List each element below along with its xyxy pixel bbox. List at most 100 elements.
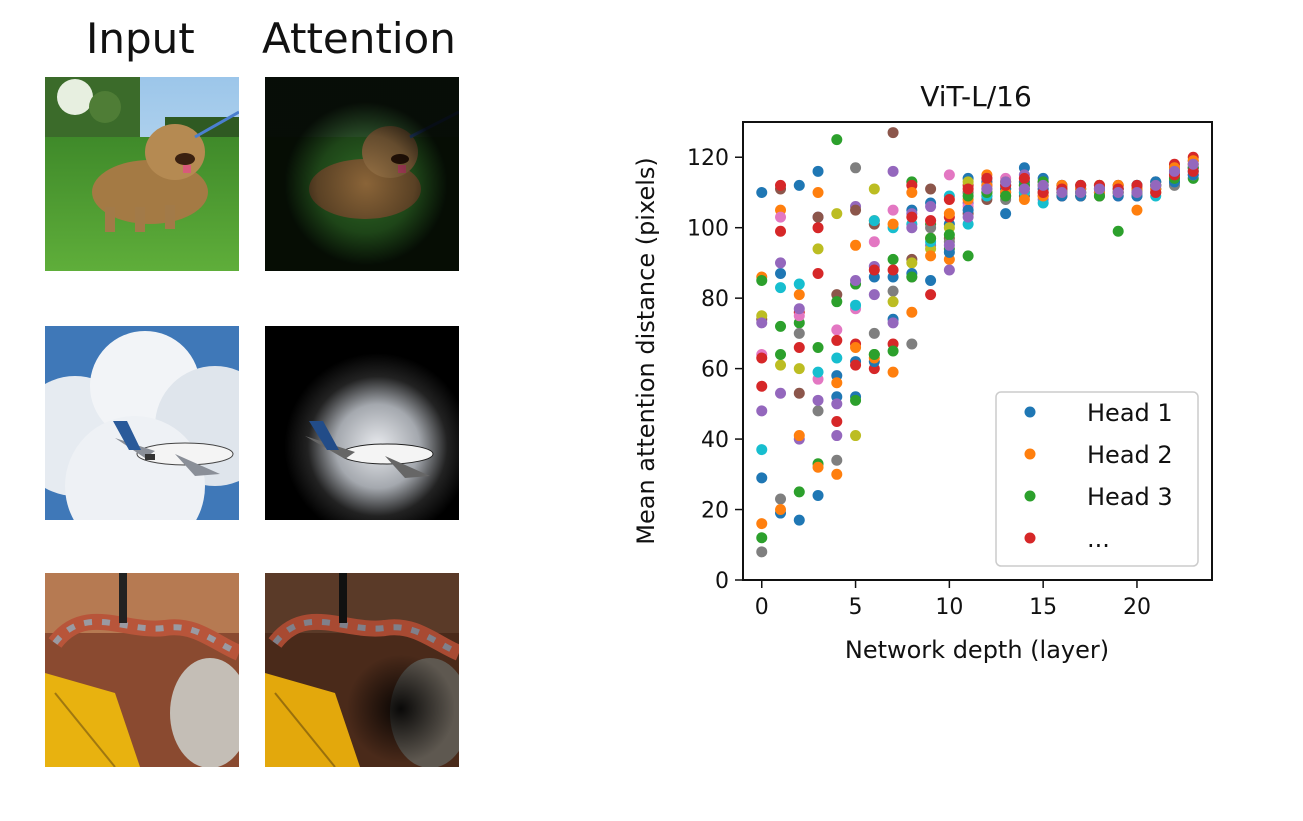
data-point — [850, 341, 862, 353]
data-point — [906, 211, 918, 223]
data-point — [943, 169, 955, 181]
data-point — [812, 165, 824, 177]
data-point — [831, 430, 843, 442]
data-point — [831, 134, 843, 146]
data-point — [925, 183, 937, 195]
data-point — [1037, 179, 1049, 191]
data-point — [1168, 165, 1180, 177]
data-point — [962, 250, 974, 262]
data-point — [831, 415, 843, 427]
data-point — [775, 267, 787, 279]
data-point — [925, 201, 937, 213]
data-point — [793, 514, 805, 526]
data-point — [793, 430, 805, 442]
data-point — [906, 306, 918, 318]
data-point — [887, 317, 899, 329]
data-point — [775, 349, 787, 361]
data-point — [1056, 186, 1068, 198]
data-point — [812, 341, 824, 353]
input-image-snake — [45, 573, 239, 767]
data-point — [793, 341, 805, 353]
data-point — [1112, 225, 1124, 237]
data-point — [943, 264, 955, 276]
legend-label: Head 2 — [1087, 441, 1173, 469]
data-point — [756, 472, 768, 484]
data-point — [756, 352, 768, 364]
data-point — [868, 289, 880, 301]
data-point — [793, 363, 805, 375]
data-point — [887, 204, 899, 216]
data-point — [831, 468, 843, 480]
data-point — [887, 296, 899, 308]
data-point — [775, 320, 787, 332]
data-point — [793, 303, 805, 315]
data-point — [1000, 190, 1012, 202]
attention-image-snake — [265, 573, 459, 767]
attention-column-title: Attention — [262, 14, 456, 63]
legend: Head 1 Head 2 Head 3... — [995, 391, 1199, 567]
data-point — [831, 324, 843, 336]
data-point — [868, 236, 880, 248]
data-point — [775, 282, 787, 294]
data-point — [831, 334, 843, 346]
data-point — [850, 204, 862, 216]
input-image-airplane — [45, 326, 239, 520]
data-point — [925, 289, 937, 301]
data-point — [981, 172, 993, 184]
x-tick-label: 20 — [1123, 595, 1151, 620]
legend-marker — [1024, 448, 1036, 460]
x-tick-label: 0 — [755, 595, 769, 620]
data-point — [887, 165, 899, 177]
data-point — [887, 253, 899, 265]
data-point — [1187, 158, 1199, 170]
data-point — [812, 489, 824, 501]
data-point — [943, 239, 955, 251]
scatter-chart: ViT-L/16 0 20 40 60 80 100 120 0 5 10 15 20 Networ… — [632, 80, 1213, 664]
data-point — [1150, 179, 1162, 191]
input-image-dog — [45, 77, 239, 271]
data-point — [1018, 194, 1030, 206]
data-point — [756, 186, 768, 198]
data-point — [850, 275, 862, 287]
data-point — [812, 243, 824, 255]
data-point — [943, 194, 955, 206]
data-point — [925, 232, 937, 244]
data-point — [850, 394, 862, 406]
y-tick-label: 120 — [687, 146, 729, 171]
data-point — [812, 366, 824, 378]
data-point — [850, 430, 862, 442]
data-point — [756, 380, 768, 392]
data-point — [756, 405, 768, 417]
data-point — [1000, 176, 1012, 188]
data-point — [812, 211, 824, 223]
data-point — [943, 229, 955, 241]
data-point — [906, 271, 918, 283]
data-point — [962, 211, 974, 223]
legend-label: Head 1 — [1087, 399, 1173, 427]
data-point — [906, 186, 918, 198]
data-point — [756, 317, 768, 329]
data-point — [756, 444, 768, 456]
data-point — [887, 345, 899, 357]
data-point — [887, 127, 899, 139]
data-point — [868, 215, 880, 227]
data-point — [812, 394, 824, 406]
data-point — [812, 267, 824, 279]
legend-marker — [1024, 406, 1036, 418]
data-point — [906, 338, 918, 350]
data-point — [850, 299, 862, 311]
data-point — [831, 454, 843, 466]
data-point — [775, 225, 787, 237]
data-point — [812, 461, 824, 473]
data-point — [887, 264, 899, 276]
attention-image-dog — [265, 77, 459, 271]
x-axis-label: Network depth (layer) — [845, 636, 1109, 664]
x-tick-label: 5 — [849, 595, 863, 620]
legend-marker — [1024, 532, 1036, 544]
data-point — [793, 387, 805, 399]
data-point — [775, 504, 787, 516]
plot-area — [742, 121, 1213, 581]
data-point — [868, 264, 880, 276]
data-point — [793, 327, 805, 339]
data-point — [868, 327, 880, 339]
